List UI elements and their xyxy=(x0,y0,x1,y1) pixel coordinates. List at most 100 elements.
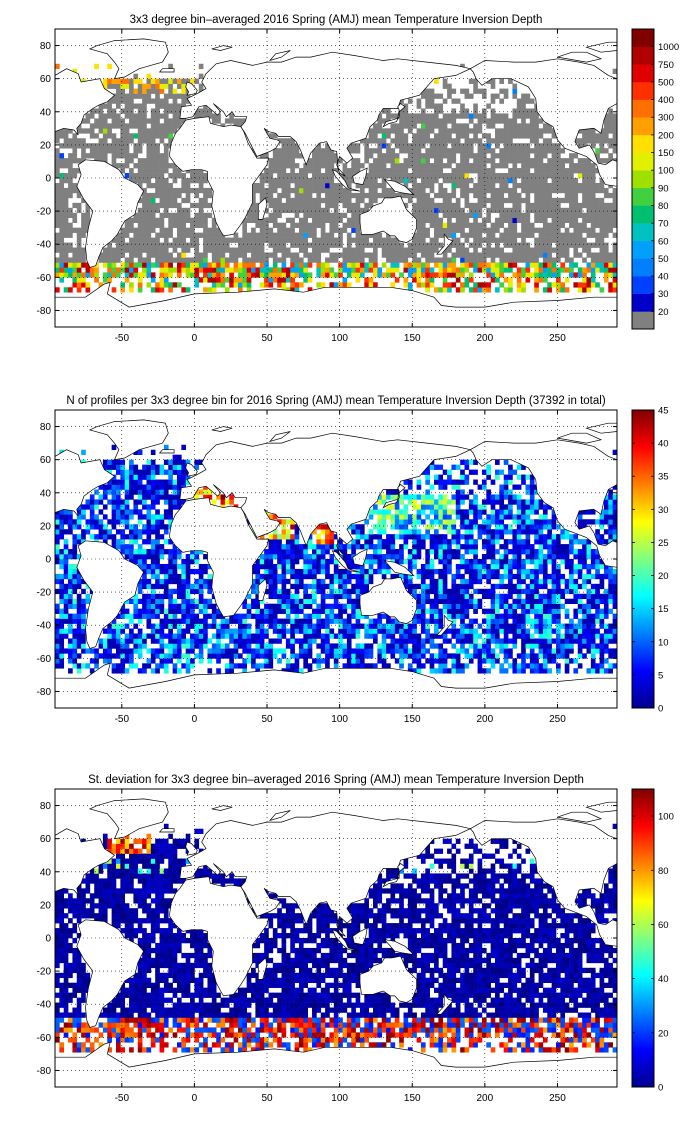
heatmap-cell xyxy=(534,282,539,288)
heatmap-cell xyxy=(612,242,617,248)
heatmap-cell xyxy=(242,628,247,634)
heatmap-cell xyxy=(447,638,452,644)
heatmap-cell xyxy=(451,608,457,614)
heatmap-cell xyxy=(142,118,147,124)
heatmap-cell xyxy=(176,628,182,634)
heatmap-cell xyxy=(129,618,134,624)
heatmap-cell xyxy=(412,257,417,263)
heatmap-cell xyxy=(229,118,234,124)
heatmap-cell xyxy=(303,247,308,253)
heatmap-cell xyxy=(155,187,160,194)
heatmap-cell xyxy=(333,242,339,248)
heatmap-cell xyxy=(272,207,278,214)
heatmap-cell xyxy=(599,227,605,233)
heatmap-cell xyxy=(403,252,409,258)
colorbar-tick-label: 200 xyxy=(658,130,674,141)
heatmap-cell xyxy=(181,613,186,619)
heatmap-cell xyxy=(508,603,513,609)
heatmap-cell xyxy=(503,88,509,94)
heatmap-cell xyxy=(595,232,600,238)
heatmap-cell xyxy=(124,93,130,99)
heatmap-cell xyxy=(416,247,422,253)
heatmap-cell xyxy=(72,68,78,74)
heatmap-cell xyxy=(425,618,430,624)
heatmap-cell xyxy=(521,282,526,288)
heatmap-cell xyxy=(368,663,374,669)
heatmap-cell xyxy=(264,168,269,174)
heatmap-cell xyxy=(63,192,69,199)
heatmap-cell xyxy=(233,613,239,619)
heatmap-cell xyxy=(490,108,496,114)
heatmap-cell xyxy=(412,133,417,139)
heatmap-cell xyxy=(525,277,531,283)
heatmap-cell xyxy=(412,242,417,248)
heatmap-cell xyxy=(259,618,265,624)
heatmap-cell xyxy=(203,187,208,194)
heatmap-cell xyxy=(320,242,326,248)
heatmap-cell xyxy=(538,668,544,674)
heatmap-cell xyxy=(455,633,461,639)
heatmap-cell xyxy=(203,598,208,604)
heatmap-cell xyxy=(194,237,200,243)
heatmap-cell xyxy=(81,212,86,219)
heatmap-cell xyxy=(176,83,182,89)
heatmap-cell xyxy=(359,232,365,238)
heatmap-cell xyxy=(355,613,361,619)
heatmap-cell xyxy=(320,207,326,214)
heatmap-cell xyxy=(407,267,413,273)
heatmap-cell xyxy=(150,247,156,253)
heatmap-cell xyxy=(359,272,365,278)
heatmap-cell xyxy=(551,598,557,604)
heatmap-cell xyxy=(237,628,243,634)
heatmap-cell xyxy=(381,633,387,639)
landmass xyxy=(158,68,175,73)
heatmap-cell xyxy=(499,272,505,278)
heatmap-cell xyxy=(399,178,404,184)
heatmap-cell xyxy=(355,217,361,223)
heatmap-cell xyxy=(312,237,317,243)
heatmap-cell xyxy=(85,118,91,124)
heatmap-cell xyxy=(203,212,208,219)
heatmap-cell xyxy=(155,262,160,268)
heatmap-cell xyxy=(115,153,121,159)
heatmap-cell xyxy=(564,197,570,204)
heatmap-cell xyxy=(447,133,452,139)
heatmap-cell xyxy=(390,123,396,129)
heatmap-cell xyxy=(420,598,426,604)
heatmap-cell xyxy=(373,133,378,139)
heatmap-cell xyxy=(534,653,539,659)
heatmap-cell xyxy=(268,593,274,600)
heatmap-cell xyxy=(211,272,217,278)
heatmap-cell xyxy=(412,618,417,624)
heatmap-cell xyxy=(351,648,356,654)
heatmap-cell xyxy=(521,153,526,159)
heatmap-cell xyxy=(460,128,465,134)
heatmap-cell xyxy=(547,128,552,134)
heatmap-cell xyxy=(556,187,561,194)
heatmap-cell xyxy=(181,237,186,243)
heatmap-cell xyxy=(460,603,465,609)
heatmap-cell xyxy=(342,168,348,174)
heatmap-cell xyxy=(521,173,526,179)
heatmap-cell xyxy=(556,648,561,654)
heatmap-cell xyxy=(577,663,583,669)
x-tick-label: 100 xyxy=(331,333,348,344)
heatmap-cell xyxy=(81,277,86,283)
heatmap-cell xyxy=(211,282,217,288)
heatmap-cell xyxy=(163,227,169,233)
heatmap-cell xyxy=(534,143,539,149)
heatmap-cell xyxy=(455,663,461,669)
heatmap-cell xyxy=(455,668,461,674)
heatmap-cell xyxy=(259,643,265,649)
heatmap-cell xyxy=(207,287,213,293)
heatmap-cell xyxy=(551,187,557,194)
heatmap-cell xyxy=(146,158,152,164)
heatmap-cell xyxy=(355,168,361,174)
heatmap-cell xyxy=(233,628,239,634)
heatmap-cell xyxy=(473,163,478,169)
heatmap-cell xyxy=(133,88,139,94)
heatmap-cell xyxy=(338,192,343,199)
heatmap-cell xyxy=(220,252,226,258)
heatmap-cell xyxy=(582,133,587,139)
heatmap-cell xyxy=(190,178,195,184)
